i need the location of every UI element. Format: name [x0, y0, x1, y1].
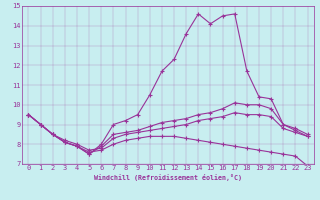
X-axis label: Windchill (Refroidissement éolien,°C): Windchill (Refroidissement éolien,°C) — [94, 174, 242, 181]
